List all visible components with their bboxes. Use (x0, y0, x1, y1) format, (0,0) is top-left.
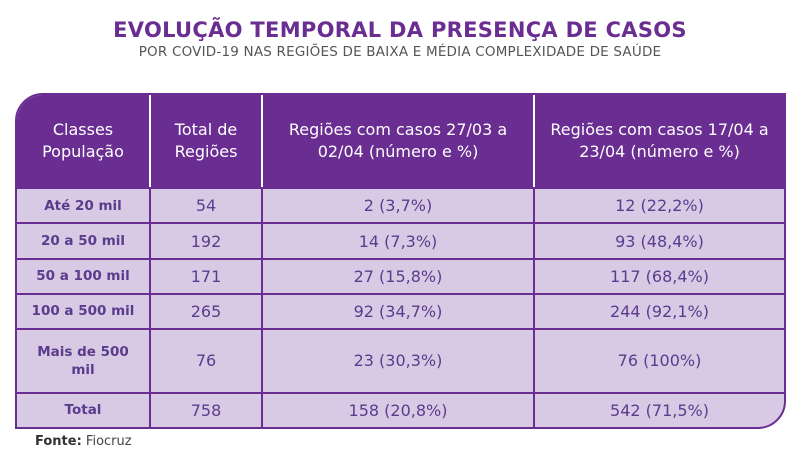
header-row: Classes População Total de Regiões Regiõ… (17, 95, 784, 188)
cell-class: 20 a 50 mil (17, 222, 151, 258)
header-period-2: Regiões com casos 17/04 a 23/04 (número … (535, 95, 784, 188)
source-label: Fonte: (35, 434, 82, 449)
cell-class: Até 20 mil (17, 187, 151, 223)
header-classes: Classes População (17, 95, 151, 188)
cell-period-1: 23 (30,3%) (263, 328, 535, 392)
cell-period-1: 158 (20,8%) (263, 391, 535, 427)
cell-period-2: 244 (92,1%) (535, 292, 784, 328)
cell-total: 54 (151, 187, 263, 223)
cell-total: 758 (151, 391, 263, 427)
table-row: Até 20 mil 54 2 (3,7%) 12 (22,2%) (17, 187, 784, 223)
cell-total: 171 (151, 257, 263, 293)
data-table: Classes População Total de Regiões Regiõ… (15, 93, 786, 429)
cell-class: Mais de 500 mil (17, 328, 151, 392)
cell-class: 50 a 100 mil (17, 257, 151, 293)
source-value: Fiocruz (85, 434, 132, 449)
cell-period-1: 92 (34,7%) (263, 292, 535, 329)
table-row: 100 a 500 mil 265 92 (34,7%) 244 (92,1%) (17, 292, 784, 329)
cell-period-1: 14 (7,3%) (263, 222, 535, 258)
cell-period-2: 117 (68,4%) (535, 257, 784, 293)
cell-class: Total (17, 391, 151, 427)
table-row: Total 758 158 (20,8%) 542 (71,5%) (17, 391, 784, 427)
cell-total: 76 (151, 328, 263, 392)
table-row: 50 a 100 mil 171 27 (15,8%) 117 (68,4%) (17, 257, 784, 293)
cell-period-2: 76 (100%) (535, 328, 784, 392)
table-row: 20 a 50 mil 192 14 (7,3%) 93 (48,4%) (17, 222, 784, 258)
source: Fonte: Fiocruz (35, 434, 132, 449)
header-total: Total de Regiões (151, 95, 263, 188)
cell-period-2: 12 (22,2%) (535, 187, 784, 222)
cell-total: 265 (151, 292, 263, 329)
table-row: Mais de 500 mil 76 23 (30,3%) 76 (100%) (17, 328, 784, 392)
cell-period-1: 2 (3,7%) (263, 187, 535, 223)
subtitle: POR COVID-19 NAS REGIÕES DE BAIXA E MÉDI… (138, 44, 662, 60)
cell-period-2: 93 (48,4%) (535, 222, 784, 257)
cell-total: 192 (151, 222, 263, 258)
title: EVOLUÇÃO TEMPORAL DA PRESENÇA DE CASOS (113, 18, 687, 42)
cell-period-1: 27 (15,8%) (263, 257, 535, 293)
cell-class: 100 a 500 mil (17, 292, 151, 329)
header-period-1: Regiões com casos 27/03 a 02/04 (número … (263, 95, 535, 188)
cell-period-2: 542 (71,5%) (535, 391, 784, 427)
